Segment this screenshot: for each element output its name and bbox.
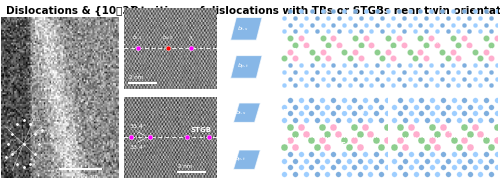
Text: STGB: STGB [190, 127, 212, 133]
Text: $b_{t,l}$: $b_{t,l}$ [316, 132, 326, 140]
Text: y: y [226, 106, 230, 112]
Text: $b_{p,t}$: $b_{p,t}$ [234, 155, 248, 165]
Text: 500 nm: 500 nm [77, 174, 98, 179]
Text: $\Lambda$: $\Lambda$ [188, 34, 194, 42]
Text: $b_{d,0}$: $b_{d,0}$ [162, 34, 174, 42]
Text: S: S [360, 109, 364, 115]
Text: B: B [282, 109, 288, 115]
Polygon shape [230, 17, 262, 40]
Text: $b_{t,l}$: $b_{t,l}$ [448, 128, 459, 136]
Text: 33.4°: 33.4° [130, 145, 146, 150]
Polygon shape [230, 56, 262, 78]
Text: $b_{p,t}$: $b_{p,t}$ [236, 62, 250, 72]
Polygon shape [234, 150, 260, 169]
Text: Dislocations & {103} twins: Dislocations & {103} twins [6, 6, 172, 16]
Text: 2 nm: 2 nm [178, 164, 192, 169]
Text: D: D [282, 139, 288, 145]
Text: $\sigma_y$: $\sigma_y$ [271, 104, 278, 113]
Text: $\sigma_y$: $\sigma_y$ [271, 161, 278, 170]
Text: $10\bar{1}3$: $10\bar{1}3$ [32, 116, 42, 124]
Text: y: y [226, 17, 230, 23]
Text: $10\bar{1}3$: $10\bar{1}3$ [36, 128, 46, 136]
Polygon shape [234, 103, 260, 122]
Text: 33.4°: 33.4° [130, 124, 146, 129]
Text: $\sigma_y$: $\sigma_y$ [271, 74, 278, 83]
Text: $b_{t,s}$: $b_{t,s}$ [237, 25, 249, 33]
Text: $000$: $000$ [10, 149, 18, 156]
Text: 2 nm: 2 nm [128, 75, 143, 80]
Text: Reactions of dislocations with TBs or STGBs near twin orientation: Reactions of dislocations with TBs or ST… [130, 6, 500, 16]
Text: E: E [340, 142, 345, 148]
Text: $b_{t,l}$: $b_{t,l}$ [431, 39, 442, 47]
Text: $\tau_w$: $\tau_w$ [272, 45, 281, 53]
Text: $b_{t,1}$: $b_{t,1}$ [132, 34, 143, 42]
Text: $b_{t,s}$: $b_{t,s}$ [235, 109, 247, 117]
Text: F: F [360, 139, 364, 145]
Text: A: A [340, 106, 345, 112]
